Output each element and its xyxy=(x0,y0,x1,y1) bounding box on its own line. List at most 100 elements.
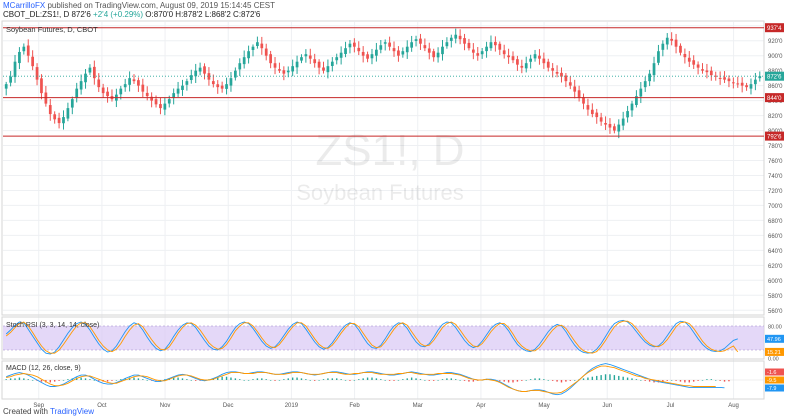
macd-histogram-bar xyxy=(318,380,320,381)
macd-value-tag: -9.5 xyxy=(767,378,776,384)
candle-body xyxy=(542,58,546,64)
macd-histogram-bar xyxy=(644,380,646,381)
candle-body xyxy=(97,79,101,88)
candle-body xyxy=(674,39,678,47)
macd-histogram-bar xyxy=(582,378,585,380)
macd-histogram-bar xyxy=(89,379,91,380)
macd-histogram-bar xyxy=(313,380,316,381)
candlestick-series xyxy=(4,28,762,139)
candle-body xyxy=(75,88,79,98)
macd-histogram-bar xyxy=(283,379,285,380)
rsi-legend: Stoch RSI (3, 3, 14, 14, close) xyxy=(6,322,99,329)
macd-hist-tag: -1.6 xyxy=(767,370,776,376)
candle-body xyxy=(304,54,308,57)
candle-body xyxy=(167,99,171,104)
candle-body xyxy=(661,43,665,50)
macd-histogram-bar xyxy=(49,380,51,383)
macd-histogram-bar xyxy=(640,380,642,381)
macd-signal-tag: -7.9 xyxy=(767,386,776,392)
candle-body xyxy=(714,75,718,77)
candle-body xyxy=(220,85,224,89)
macd-histogram-bar xyxy=(604,374,607,380)
publish-line: MCarrilloFX published on TradingView.com… xyxy=(3,1,275,10)
candle-body xyxy=(458,35,462,40)
macd-histogram-bar xyxy=(195,380,197,381)
candle-body xyxy=(494,41,497,46)
macd-histogram-bar xyxy=(27,379,29,380)
price-tick-label: 580'0 xyxy=(768,294,783,300)
horizontal-levels[interactable] xyxy=(3,27,764,137)
candle-body xyxy=(736,83,740,85)
price-axis[interactable]: 940'0920'0900'0880'0860'0840'0820'0800'0… xyxy=(765,23,784,315)
time-tick-label: Jun xyxy=(602,403,612,409)
rsi-tick-label: 80.00 xyxy=(768,325,782,331)
candle-body xyxy=(679,45,682,53)
macd-histogram-bar xyxy=(635,379,638,380)
candle-body xyxy=(423,45,427,49)
time-tick-label: 2019 xyxy=(285,403,299,409)
author-link[interactable]: MCarrilloFX xyxy=(3,1,46,10)
macd-histogram-bar xyxy=(393,380,395,381)
macd-histogram-bar xyxy=(186,379,188,380)
rsi-k-tag-bg xyxy=(765,334,784,343)
time-axis[interactable]: Sep Oct Nov Dec 2019 Feb Mar Apr May Jun Jul Aug xyxy=(33,403,739,409)
macd-histogram-bar xyxy=(331,378,334,380)
tradingview-logo[interactable]: TradingView xyxy=(50,407,95,416)
candle-body xyxy=(370,54,374,59)
candle-body xyxy=(560,72,563,77)
candle-body xyxy=(652,63,656,76)
price-tick-label: 600'0 xyxy=(768,279,783,285)
macd-histogram-bar xyxy=(230,377,232,380)
macd-histogram-bar xyxy=(62,380,65,381)
macd-histogram-bar xyxy=(670,380,673,381)
candle-body xyxy=(70,99,74,108)
level-price-tag: 792'6 xyxy=(767,135,782,141)
candle-body xyxy=(613,126,616,131)
macd-histogram-bar xyxy=(609,374,611,380)
candle-body xyxy=(436,52,440,58)
candle-body xyxy=(586,105,590,110)
candle-body xyxy=(264,48,268,56)
time-tick-label: Feb xyxy=(349,403,360,409)
macd-histogram-bar xyxy=(618,375,620,380)
price-tick-label: 700'0 xyxy=(768,204,783,210)
macd-histogram-bar xyxy=(710,379,713,380)
level-price-tag-bg xyxy=(765,23,784,33)
candle-body xyxy=(551,68,555,71)
candle-body xyxy=(441,46,444,55)
macd-legend: MACD (12, 26, close, 9) xyxy=(6,365,81,372)
candle-body xyxy=(84,73,87,83)
candle-body xyxy=(375,49,378,56)
macd-histogram-bar xyxy=(349,380,351,381)
macd-histogram-bar xyxy=(120,379,122,380)
macd-histogram-bar xyxy=(358,379,360,380)
price-tick-label: 660'0 xyxy=(768,234,783,240)
candle-body xyxy=(740,82,744,86)
candle-body xyxy=(564,75,568,82)
candle-body xyxy=(48,105,52,115)
macd-histogram-bar xyxy=(402,379,404,380)
candle-body xyxy=(665,37,669,45)
candle-body xyxy=(35,67,39,80)
candle-body xyxy=(247,51,250,59)
candle-body xyxy=(308,55,312,59)
candle-body xyxy=(696,64,700,68)
candle-body xyxy=(727,78,731,82)
macd-histogram-bar xyxy=(600,375,602,380)
candle-body xyxy=(568,82,572,86)
macd-histogram-bar xyxy=(626,377,629,380)
candle-body xyxy=(533,54,537,59)
macd-histogram-bar xyxy=(287,378,289,380)
macd-histogram-bar xyxy=(362,378,364,380)
candle-body xyxy=(31,56,35,67)
macd-histogram-bar xyxy=(252,379,254,380)
macd-histogram-bar xyxy=(437,380,439,381)
macd-histogram-bar xyxy=(556,380,558,382)
candle-body xyxy=(137,80,140,86)
candle-body xyxy=(234,70,237,78)
candle-body xyxy=(758,76,762,79)
candle-body xyxy=(62,117,65,124)
candle-body xyxy=(608,123,612,128)
macd-histogram-bar xyxy=(58,380,60,381)
